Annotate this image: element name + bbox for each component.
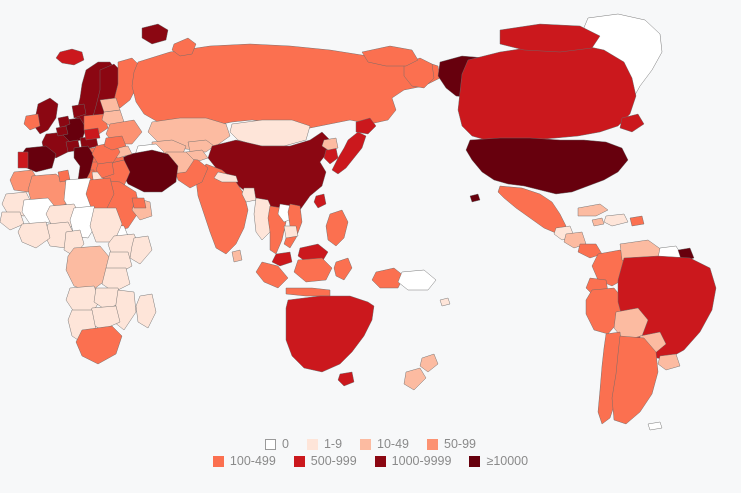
country-australia[interactable] — [285, 295, 375, 373]
country-falklands[interactable] — [647, 421, 663, 431]
legend-swatch-500-999 — [293, 456, 305, 467]
country-finland[interactable] — [113, 57, 141, 109]
country-fiji[interactable] — [439, 297, 451, 307]
legend-item-10-49[interactable]: 10-49 — [360, 438, 409, 451]
country-novaya-zemlya[interactable] — [171, 37, 197, 57]
legend-label-100-499: 100-499 — [229, 454, 276, 468]
country-greece[interactable] — [95, 161, 115, 179]
legend-label-500-999: 500-999 — [310, 454, 357, 468]
country-mongolia[interactable] — [229, 119, 311, 147]
country-somalia[interactable] — [129, 235, 153, 265]
country-myanmar[interactable] — [253, 197, 275, 241]
country-denmark[interactable] — [71, 103, 87, 119]
legend-swatch-10000-plus — [469, 456, 481, 467]
country-indonesia-sumatra[interactable] — [255, 261, 289, 289]
legend-label-10000-plus: ≥10000 — [486, 454, 529, 468]
legend-item-10000-plus[interactable]: ≥10000 — [469, 455, 528, 468]
country-uae[interactable] — [131, 197, 147, 209]
country-argentina[interactable] — [611, 335, 659, 425]
legend-swatch-100-499 — [212, 456, 224, 467]
country-iceland[interactable] — [55, 48, 85, 66]
legend-label-10-49: 10-49 — [377, 437, 410, 451]
country-papua-new-guinea[interactable] — [397, 269, 437, 291]
country-malaysia[interactable] — [271, 251, 293, 267]
country-cambodia[interactable] — [283, 225, 299, 239]
country-cuba[interactable] — [577, 203, 609, 217]
legend-label-1-9: 1-9 — [323, 437, 343, 451]
country-netherlands[interactable] — [57, 115, 71, 129]
country-united-states[interactable] — [465, 137, 629, 195]
country-bangladesh[interactable] — [241, 187, 257, 203]
country-philippines[interactable] — [325, 209, 349, 247]
legend-row-bottom: 100-499 500-999 1000-9999 ≥10000 — [204, 455, 537, 468]
country-czechia[interactable] — [83, 127, 101, 141]
country-russia-kamchatka[interactable] — [403, 57, 435, 89]
country-sri-lanka[interactable] — [231, 249, 243, 263]
country-indonesia-java[interactable] — [285, 287, 331, 297]
country-jamaica[interactable] — [591, 217, 605, 227]
legend-item-0[interactable]: 0 — [265, 438, 289, 451]
country-romania[interactable] — [103, 135, 127, 151]
legend-swatch-0 — [265, 439, 276, 450]
country-madagascar[interactable] — [135, 293, 157, 329]
country-kyrgyzstan[interactable] — [187, 139, 215, 153]
countries-layer[interactable] — [0, 13, 717, 431]
country-indonesia-papua[interactable] — [371, 267, 405, 289]
country-senegal-guinea[interactable] — [0, 211, 25, 231]
legend-item-100-499[interactable]: 100-499 — [212, 454, 276, 468]
country-nepal[interactable] — [213, 171, 239, 183]
country-russia-chukotka[interactable] — [361, 45, 419, 67]
legend-label-1000-9999: 1000-9999 — [391, 454, 452, 468]
legend-row-top: 0 1-9 10-49 50-99 — [256, 438, 485, 451]
country-svalbard[interactable] — [141, 23, 169, 45]
legend-swatch-50-99 — [427, 439, 439, 450]
country-tanzania[interactable] — [101, 267, 131, 293]
country-taiwan[interactable] — [313, 193, 327, 209]
country-new-zealand-south[interactable] — [403, 367, 427, 391]
country-ivory-coast-ghana[interactable] — [17, 221, 51, 249]
country-japan[interactable] — [331, 131, 367, 175]
country-indonesia-sulawesi[interactable] — [333, 257, 353, 281]
country-tasmania[interactable] — [337, 371, 355, 387]
country-belgium[interactable] — [55, 125, 69, 137]
legend-item-500-999[interactable]: 500-999 — [293, 454, 357, 468]
legend-swatch-10-49 — [360, 439, 372, 450]
country-indonesia-kalimantan[interactable] — [293, 257, 333, 283]
country-costa-rica-panama[interactable] — [577, 243, 603, 259]
legend-label-50-99: 50-99 — [444, 437, 476, 451]
country-north-korea[interactable] — [321, 137, 339, 151]
country-india[interactable] — [195, 163, 249, 255]
legend-swatch-1-9 — [306, 439, 318, 450]
country-canada-newfoundland[interactable] — [619, 113, 645, 133]
country-south-africa[interactable] — [75, 325, 123, 365]
country-baltics[interactable] — [99, 97, 121, 113]
country-ireland[interactable] — [23, 113, 41, 131]
country-chad[interactable] — [69, 205, 99, 239]
country-hawaii[interactable] — [469, 193, 481, 203]
world-choropleth-map[interactable] — [0, 0, 741, 435]
country-hispaniola[interactable] — [603, 213, 629, 227]
country-canada[interactable] — [457, 43, 637, 141]
country-japan-hokkaido[interactable] — [355, 117, 377, 135]
legend-item-1000-9999[interactable]: 1000-9999 — [374, 454, 452, 468]
map-svg[interactable] — [0, 0, 741, 435]
country-uruguay[interactable] — [657, 353, 681, 371]
country-canada-arctic-islands[interactable] — [499, 23, 601, 53]
country-portugal[interactable] — [17, 151, 29, 169]
country-new-zealand-north[interactable] — [419, 353, 439, 373]
legend-item-1-9[interactable]: 1-9 — [306, 437, 343, 451]
legend-swatch-1000-9999 — [374, 456, 386, 467]
map-legend: 0 1-9 10-49 50-99 100-499 500-999 1000-9… — [0, 438, 741, 468]
legend-item-50-99[interactable]: 50-99 — [427, 438, 476, 451]
legend-label-0: 0 — [282, 437, 289, 451]
country-puerto-rico[interactable] — [629, 215, 645, 227]
